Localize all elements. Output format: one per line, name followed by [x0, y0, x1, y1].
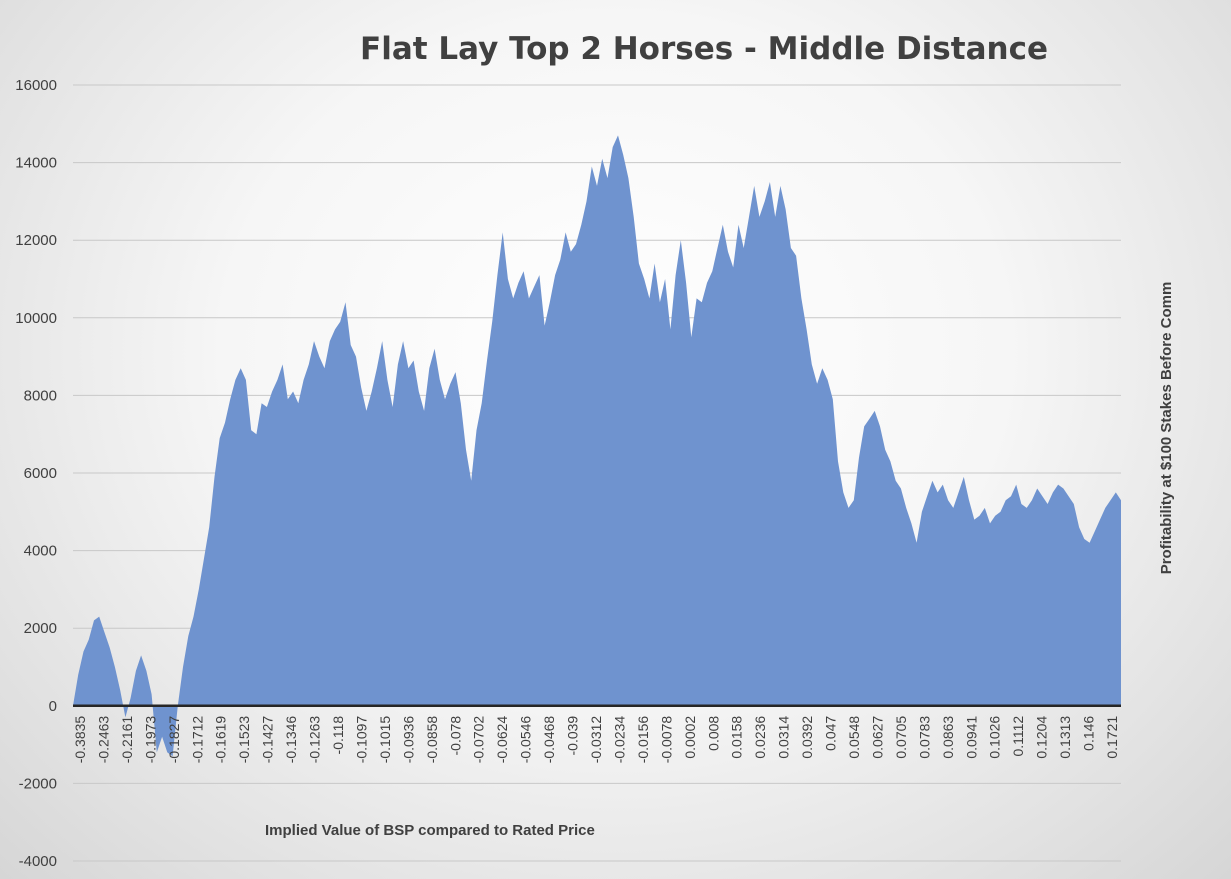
x-tick-label: 0.0627 [870, 716, 886, 759]
x-tick-label: -0.078 [447, 716, 463, 756]
x-tick-label: -0.0702 [471, 716, 487, 764]
y-axis-label: Profitability at $100 Stakes Before Comm [1158, 282, 1175, 575]
x-tick-label: -0.1427 [260, 716, 276, 764]
y-tick-label: -4000 [19, 853, 57, 870]
x-tick-label: 0.1313 [1057, 716, 1073, 759]
x-axis-label: Implied Value of BSP compared to Rated P… [265, 822, 595, 839]
x-axis: -0.3835 -0.2463 -0.2161 -0.1973 -0.1827 -0.17… [72, 716, 1120, 764]
x-tick-label: 0.0314 [776, 716, 792, 759]
x-tick-label: 0.1026 [987, 716, 1003, 759]
x-tick-label: -0.118 [330, 716, 346, 755]
x-tick-label: -0.0468 [541, 716, 557, 764]
y-tick-label: 6000 [24, 465, 57, 482]
x-tick-label: -0.0546 [518, 716, 534, 764]
x-tick-label: 0.146 [1081, 716, 1097, 751]
x-tick-label: -0.1346 [283, 716, 299, 764]
x-tick-label: 0.0158 [729, 716, 745, 759]
x-tick-label: -0.2161 [119, 716, 135, 764]
chart-title: Flat Lay Top 2 Horses - Middle Distance [360, 31, 1048, 67]
y-tick-label: -2000 [19, 775, 57, 792]
y-tick-label: 0 [49, 698, 57, 715]
x-tick-label: -0.1097 [354, 716, 370, 764]
x-tick-label: -0.1973 [142, 716, 158, 764]
y-tick-label: 12000 [15, 232, 57, 249]
x-tick-label: -0.0234 [612, 716, 628, 764]
x-tick-label: 0.0236 [752, 716, 768, 759]
x-tick-label: -0.0312 [588, 716, 604, 764]
x-tick-label: -0.0624 [494, 716, 510, 764]
x-tick-label: 0.0392 [799, 716, 815, 759]
y-tick-label: 8000 [24, 387, 57, 404]
y-axis: 16000 14000 12000 10000 8000 6000 4000 2000 0 -20… [15, 77, 57, 870]
x-tick-label: 0.0548 [846, 716, 862, 759]
x-tick-label: -0.0156 [635, 716, 651, 764]
x-tick-label: -0.0858 [424, 716, 440, 764]
x-tick-label: 0.0705 [893, 716, 909, 759]
x-tick-label: 0.0941 [963, 716, 979, 759]
x-tick-label: -0.2463 [96, 716, 112, 764]
x-tick-label: 0.0002 [682, 716, 698, 759]
x-tick-label: 0.008 [705, 716, 721, 751]
x-tick-label: -0.1712 [189, 716, 205, 764]
x-tick-label: 0.047 [823, 716, 839, 751]
y-tick-label: 4000 [24, 543, 57, 560]
x-tick-label: 0.0783 [916, 716, 932, 759]
y-tick-label: 10000 [15, 310, 57, 327]
x-tick-label: 0.0863 [940, 716, 956, 759]
x-tick-label: 0.1721 [1104, 716, 1120, 759]
x-tick-label: 0.1204 [1034, 716, 1050, 759]
x-tick-label: -0.1523 [236, 716, 252, 764]
x-tick-label: 0.1112 [1010, 716, 1026, 757]
x-tick-label: -0.1619 [213, 716, 229, 764]
x-tick-label: -0.1015 [377, 716, 393, 764]
x-tick-label: -0.039 [565, 716, 581, 756]
x-tick-label: -0.3835 [72, 716, 88, 764]
y-tick-label: 2000 [24, 620, 57, 637]
series-area [73, 135, 1121, 757]
x-tick-label: -0.0936 [400, 716, 416, 764]
y-tick-label: 14000 [15, 155, 57, 172]
y-tick-label: 16000 [15, 77, 57, 94]
x-tick-label: -0.1827 [166, 716, 182, 764]
x-tick-label: -0.0078 [658, 716, 674, 764]
x-tick-label: -0.1263 [307, 716, 323, 764]
